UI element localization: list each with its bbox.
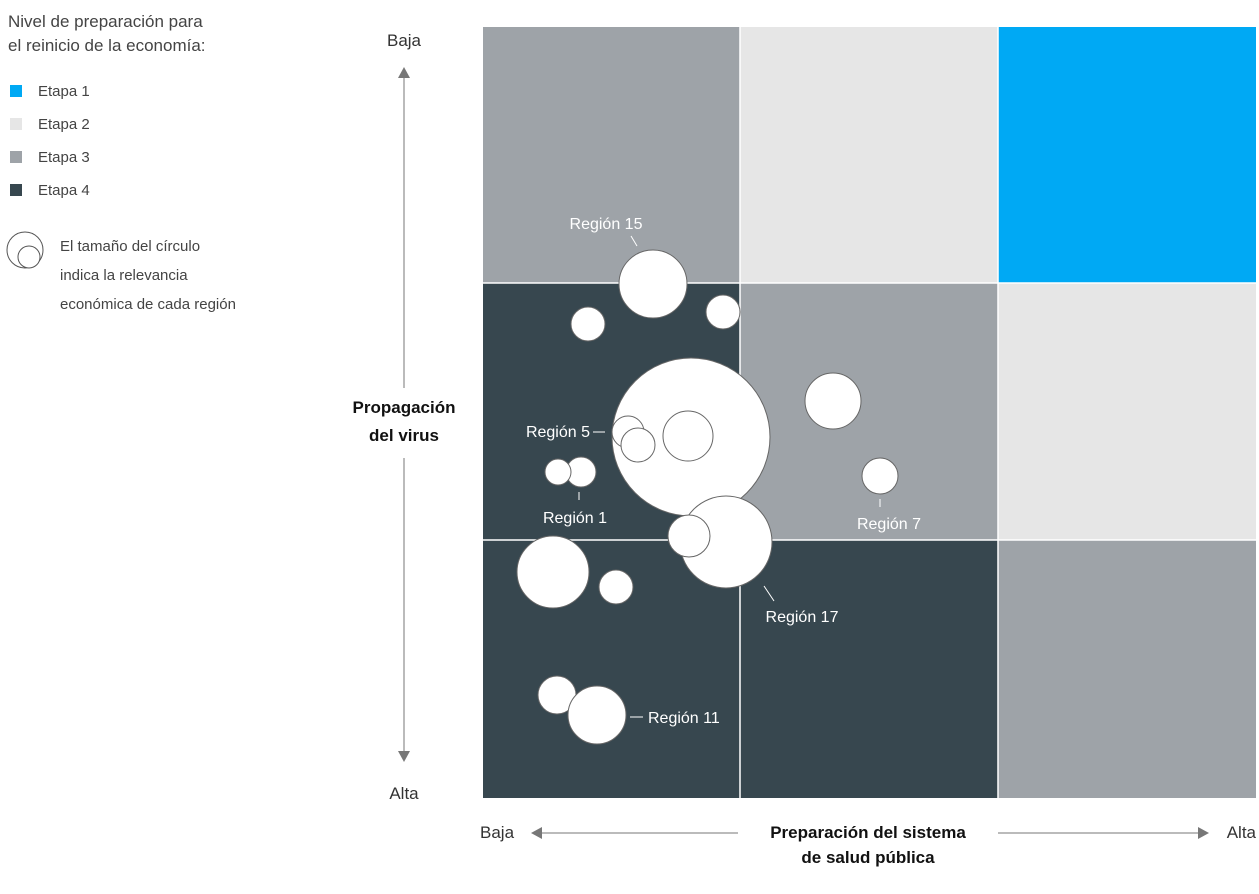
bubble bbox=[544, 458, 572, 486]
bubble-region-7 bbox=[861, 457, 899, 495]
y-axis-title-line-1: Propagación bbox=[353, 398, 456, 417]
x-axis-title-line-2: de salud pública bbox=[801, 848, 935, 867]
x-axis-right-label: Alta bbox=[1227, 823, 1257, 842]
region-label-17: Región 17 bbox=[766, 609, 839, 626]
region-label-5: Región 5 bbox=[526, 424, 590, 441]
size-note-line-2: indica la relevancia bbox=[60, 267, 188, 284]
x-axis-title-line-1: Preparación del sistema bbox=[770, 823, 966, 842]
legend-label-etapa-2: Etapa 2 bbox=[38, 116, 90, 133]
x-axis: Baja Preparación del sistema de salud pú… bbox=[480, 823, 1257, 867]
y-axis-top-label: Baja bbox=[387, 31, 422, 50]
bubble bbox=[516, 535, 590, 609]
bubble bbox=[570, 306, 606, 342]
bubble bbox=[598, 569, 634, 605]
legend-swatch-etapa-2 bbox=[10, 118, 22, 130]
region-bubbles bbox=[516, 249, 899, 745]
legend-swatch-etapa-1 bbox=[10, 85, 22, 97]
stage-grid bbox=[483, 27, 1256, 798]
bubble bbox=[705, 294, 741, 330]
x-axis-left-arrow-icon bbox=[531, 827, 542, 839]
y-axis-title-line-2: del virus bbox=[369, 426, 439, 445]
legend-label-etapa-1: Etapa 1 bbox=[38, 83, 90, 100]
bubble-region-11 bbox=[567, 685, 627, 745]
y-axis-up-arrow-icon bbox=[398, 67, 410, 78]
bubble-region-15 bbox=[618, 249, 688, 319]
grid-cell-etapa-3 bbox=[740, 283, 998, 540]
grid-cell-etapa-3 bbox=[483, 27, 740, 283]
grid-cell-etapa-1 bbox=[998, 27, 1256, 283]
region-label-7: Región 7 bbox=[857, 516, 921, 533]
legend-swatch-etapa-3 bbox=[10, 151, 22, 163]
legend: Nivel de preparación para el reinicio de… bbox=[6, 12, 236, 313]
legend-title-line-1: Nivel de preparación para bbox=[8, 12, 203, 31]
legend-swatch-etapa-4 bbox=[10, 184, 22, 196]
region-label-11: Región 11 bbox=[648, 710, 720, 727]
y-axis: Baja Propagación del virus Alta bbox=[353, 31, 456, 803]
bubble bbox=[662, 410, 714, 462]
legend-label-etapa-3: Etapa 3 bbox=[38, 149, 90, 166]
bubble bbox=[667, 514, 711, 558]
x-axis-right-arrow-icon bbox=[1198, 827, 1209, 839]
bubble-region-5 bbox=[620, 427, 656, 463]
region-annotations bbox=[578, 235, 881, 718]
region-label-1: Región 1 bbox=[543, 510, 607, 527]
grid-cell-etapa-3 bbox=[998, 540, 1256, 798]
y-axis-down-arrow-icon bbox=[398, 751, 410, 762]
size-note-line-3: económica de cada región bbox=[60, 296, 236, 313]
grid-cell-etapa-2 bbox=[740, 27, 998, 283]
x-axis-left-label: Baja bbox=[480, 823, 515, 842]
size-note-line-1: El tamaño del círculo bbox=[60, 238, 200, 255]
grid-cell-etapa-2 bbox=[998, 283, 1256, 540]
region-label-15: Región 15 bbox=[570, 216, 643, 233]
legend-title-line-2: el reinicio de la economía: bbox=[8, 36, 206, 55]
grid-cell-etapa-4 bbox=[740, 540, 998, 798]
bubble bbox=[804, 372, 862, 430]
y-axis-bottom-label: Alta bbox=[389, 784, 419, 803]
bubble-size-icon bbox=[6, 231, 44, 269]
legend-label-etapa-4: Etapa 4 bbox=[38, 182, 90, 199]
